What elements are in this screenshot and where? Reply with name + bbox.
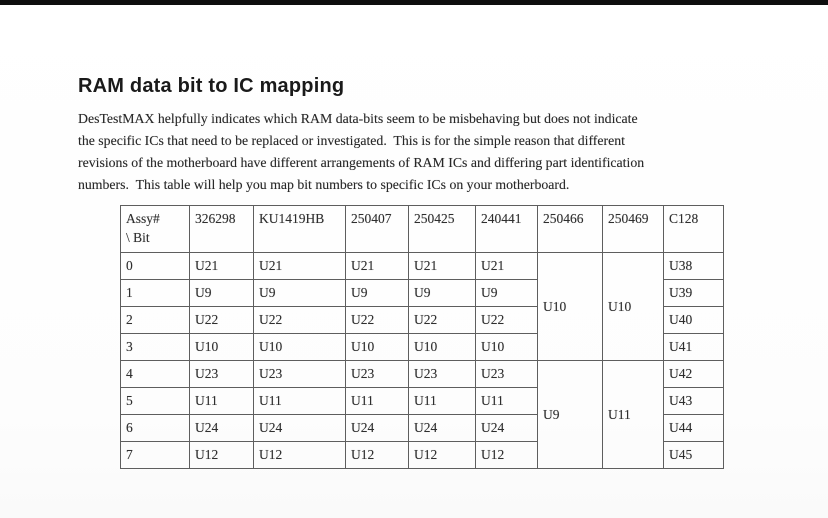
bit-number-cell: 3 <box>120 333 190 361</box>
bit-number-cell: 1 <box>120 279 190 307</box>
ic-cell: U12 <box>408 441 476 469</box>
ic-cell: U24 <box>189 414 254 442</box>
ic-cell: U44 <box>663 414 724 442</box>
ic-cell: U12 <box>189 441 254 469</box>
ic-cell: U10 <box>345 333 409 361</box>
ic-cell: U38 <box>663 252 724 280</box>
bit-number-cell: 2 <box>120 306 190 334</box>
table-header: Assy# \ Bit 326298 KU1419HB 250407 250425 240… <box>120 205 724 253</box>
ic-cell: U24 <box>253 414 346 442</box>
bit-number-cell: 0 <box>120 252 190 280</box>
ic-cell: U22 <box>475 306 538 334</box>
column-header: 250425 <box>408 205 476 253</box>
ram-bit-to-ic-table: Assy# \ Bit 326298 KU1419HB 250407 250425 240… <box>120 205 724 469</box>
page-title: RAM data bit to IC mapping <box>78 75 345 97</box>
ic-cell: U43 <box>663 387 724 415</box>
ic-cell: U11 <box>602 360 664 469</box>
table-header-row: Assy# \ Bit 326298 KU1419HB 250407 250425 240… <box>120 205 724 253</box>
bit-number-cell: 6 <box>120 414 190 442</box>
paragraph-line: the specific ICs that need to be replace… <box>78 133 625 148</box>
ic-cell: U9 <box>475 279 538 307</box>
ic-cell: U23 <box>253 360 346 388</box>
table-row: 5 U11 U11 U11 U11 U11 U43 <box>120 387 724 415</box>
ic-cell: U23 <box>475 360 538 388</box>
ic-cell: U24 <box>475 414 538 442</box>
ic-cell: U23 <box>189 360 254 388</box>
ic-cell: U11 <box>189 387 254 415</box>
ic-cell: U11 <box>475 387 538 415</box>
ic-cell: U12 <box>345 441 409 469</box>
ic-cell: U9 <box>189 279 254 307</box>
ic-cell: U21 <box>189 252 254 280</box>
ic-cell: U21 <box>475 252 538 280</box>
ic-cell: U9 <box>537 360 603 469</box>
ic-cell: U12 <box>475 441 538 469</box>
table-row: 7 U12 U12 U12 U12 U12 U45 <box>120 441 724 469</box>
paragraph-line: numbers. This table will help you map bi… <box>78 177 570 192</box>
column-header: 240441 <box>475 205 538 253</box>
ic-cell: U12 <box>253 441 346 469</box>
column-header-assy-bit: Assy# \ Bit <box>120 205 190 253</box>
ic-cell: U22 <box>189 306 254 334</box>
ic-cell: U40 <box>663 306 724 334</box>
ic-cell: U42 <box>663 360 724 388</box>
ic-cell: U23 <box>345 360 409 388</box>
table-row: 1 U9 U9 U9 U9 U9 U39 <box>120 279 724 307</box>
ic-cell: U9 <box>408 279 476 307</box>
ic-cell: U11 <box>253 387 346 415</box>
ic-cell: U39 <box>663 279 724 307</box>
ic-cell: U10 <box>253 333 346 361</box>
ic-cell: U23 <box>408 360 476 388</box>
paragraph-line: DesTestMAX helpfully indicates which RAM… <box>78 111 638 126</box>
table-row: 0 U21 U21 U21 U21 U21 U10 U10 U38 <box>120 252 724 361</box>
page-content: RAM data bit to IC mapping DesTestMAX he… <box>78 74 778 469</box>
ic-cell: U21 <box>345 252 409 280</box>
column-header: C128 <box>663 205 724 253</box>
ic-cell: U10 <box>408 333 476 361</box>
ic-cell: U22 <box>253 306 346 334</box>
ic-cell: U21 <box>253 252 346 280</box>
ic-cell: U9 <box>345 279 409 307</box>
bit-number-cell: 7 <box>120 441 190 469</box>
table-row: 4 U23 U23 U23 U23 U23 U9 U11 U42 <box>120 360 724 469</box>
ic-cell: U24 <box>345 414 409 442</box>
ic-cell: U45 <box>663 441 724 469</box>
ic-cell: U10 <box>537 252 603 361</box>
bit-number-cell: 5 <box>120 387 190 415</box>
ic-cell: U10 <box>475 333 538 361</box>
top-edge-bar <box>0 0 828 5</box>
table-row: 6 U24 U24 U24 U24 U24 U44 <box>120 414 724 442</box>
ic-cell: U22 <box>408 306 476 334</box>
ic-cell: U21 <box>408 252 476 280</box>
ic-cell: U9 <box>253 279 346 307</box>
column-header: 250407 <box>345 205 409 253</box>
column-header: 250466 <box>537 205 603 253</box>
ic-cell: U24 <box>408 414 476 442</box>
paragraph-line: revisions of the motherboard have differ… <box>78 155 645 170</box>
ic-cell: U11 <box>408 387 476 415</box>
ic-cell: U22 <box>345 306 409 334</box>
ic-cell: U41 <box>663 333 724 361</box>
table-body: 0 U21 U21 U21 U21 U21 U10 U10 U38 1 U9 U9 U9 U9 U9 U39 2… <box>120 252 724 469</box>
column-header: KU1419HB <box>253 205 346 253</box>
ic-cell: U10 <box>189 333 254 361</box>
intro-paragraph: DesTestMAX helpfully indicates which RAM… <box>78 108 778 196</box>
table-row: 3 U10 U10 U10 U10 U10 U41 <box>120 333 724 361</box>
ic-cell: U10 <box>602 252 664 361</box>
ic-cell: U11 <box>345 387 409 415</box>
column-header: 250469 <box>602 205 664 253</box>
column-header: 326298 <box>189 205 254 253</box>
bit-number-cell: 4 <box>120 360 190 388</box>
